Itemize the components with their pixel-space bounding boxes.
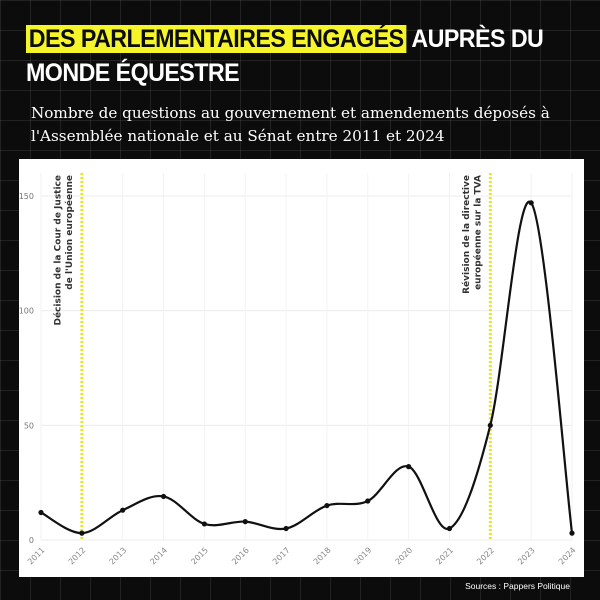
x-tick-label: 2023	[516, 546, 537, 567]
x-tick-label: 2015	[189, 546, 210, 567]
chart-subtitle: Nombre de questions au gouvernement et a…	[31, 104, 550, 145]
annotation-label: européenne sur la TVA	[472, 175, 483, 290]
data-point-2011	[38, 509, 44, 516]
x-tick-label: 2011	[26, 546, 47, 567]
annotation-label: Révision de la directive	[461, 175, 472, 294]
x-tick-label: 2021	[434, 546, 455, 567]
data-points	[38, 200, 575, 536]
x-tick-label: 2024	[557, 546, 578, 567]
data-point-2019	[365, 498, 371, 504]
chart-panel: 0 50 100 150 2011 2012 2013 2014 2015 2016 2017 20…	[19, 159, 584, 577]
x-tick-labels: 2011 2012 2013 2014 2015 2016 2017 2018 2019 2020…	[26, 546, 578, 567]
x-tick-label: 2020	[394, 546, 415, 567]
title-rest: AUPRÈS DU MONDE ÉQUESTRE	[26, 25, 544, 87]
data-point-2017	[283, 525, 289, 532]
x-tick-label: 2018	[312, 546, 333, 567]
series-line	[40, 200, 574, 535]
data-point-2024	[569, 530, 575, 536]
annotation-labels: Décision de la Cour de Justice de l'Union…	[52, 175, 483, 326]
x-tick-label: 2014	[148, 546, 169, 567]
data-point-2014	[160, 493, 167, 500]
y-tick-label: 0	[29, 536, 34, 545]
annotation-label: Décision de la Cour de Justice	[52, 175, 63, 326]
x-tick-label: 2019	[353, 546, 374, 567]
x-tick-label: 2022	[475, 546, 496, 567]
data-point-2020	[406, 464, 412, 470]
x-tick-label: 2013	[108, 546, 129, 567]
title-highlight: DES PARLEMENTAIRES ENGAGÉS	[26, 25, 407, 53]
annotation-lines	[80, 173, 492, 540]
data-point-2015	[201, 521, 207, 527]
x-tick-label: 2017	[271, 546, 292, 567]
data-point-2013	[120, 507, 126, 513]
data-point-2021	[446, 525, 453, 532]
data-point-2022	[487, 422, 493, 428]
data-point-2018	[324, 502, 330, 509]
source-note: Sources : Pappers Politique	[465, 581, 570, 591]
data-point-2023	[528, 200, 534, 206]
y-tick-labels: 0 50 100 150	[19, 192, 34, 545]
y-tick-label: 100	[19, 307, 34, 316]
chart-title: DES PARLEMENTAIRES ENGAGÉS AUPRÈS DU MON…	[26, 22, 547, 90]
data-point-2016	[242, 519, 248, 525]
x-tick-label: 2012	[67, 546, 88, 567]
y-tick-label: 50	[24, 421, 34, 430]
x-tick-label: 2016	[230, 546, 251, 567]
data-point-2012	[79, 530, 85, 536]
annotation-label: de l'Union européenne	[64, 175, 75, 290]
gridlines	[40, 173, 573, 541]
y-tick-label: 150	[19, 192, 34, 201]
